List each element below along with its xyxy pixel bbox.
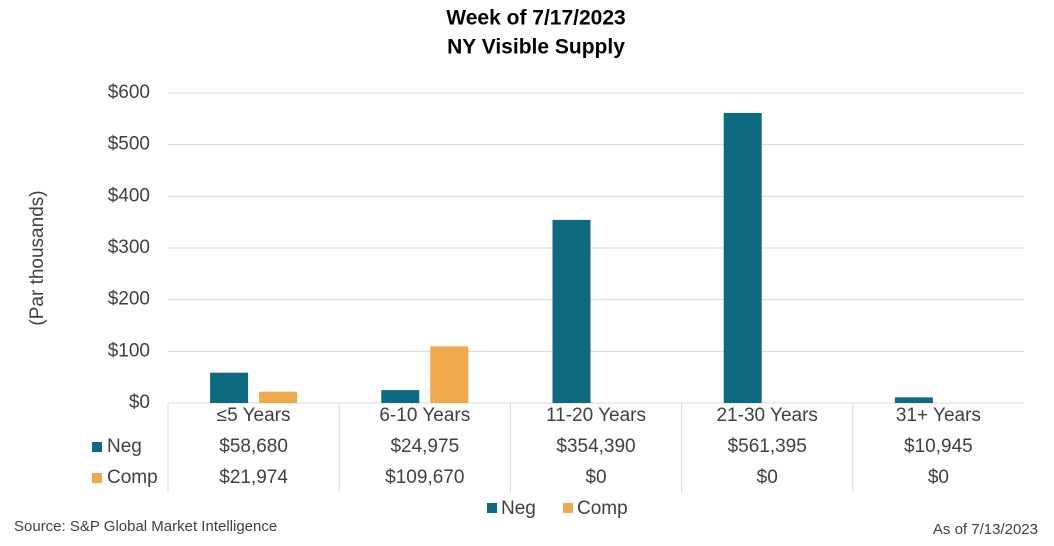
legend-key <box>487 503 497 513</box>
y-tick-label: $400 <box>108 185 150 206</box>
y-tick-label: $100 <box>108 340 150 361</box>
y-tick-label: $500 <box>108 134 150 155</box>
bar <box>894 397 933 403</box>
table-value: $0 <box>585 467 606 488</box>
table-legend-key <box>92 442 102 452</box>
table-value: $21,974 <box>219 467 288 488</box>
table-legend-label: Neg <box>107 436 142 457</box>
legend-label: Neg <box>501 498 536 519</box>
y-tick-label: $0 <box>129 392 150 413</box>
bar <box>723 112 762 403</box>
x-tick-label: 21-30 Years <box>716 405 817 426</box>
x-tick-label: 6-10 Years <box>379 405 470 426</box>
chart-subtitle: NY Visible Supply <box>447 36 625 59</box>
y-tick-label: $200 <box>108 289 150 310</box>
table-value: $561,395 <box>728 436 807 457</box>
x-tick-label: 11-20 Years <box>546 405 646 426</box>
table-value: $354,390 <box>556 436 635 457</box>
y-axis-label: (Par thousands) <box>27 190 48 325</box>
bar <box>552 219 591 403</box>
table-legend-label: Comp <box>107 467 158 488</box>
table-value: $24,975 <box>390 436 459 457</box>
table-value: $10,945 <box>904 436 973 457</box>
legend-label: Comp <box>577 498 628 519</box>
bar <box>259 391 298 403</box>
x-tick-label: 31+ Years <box>896 405 981 426</box>
x-tick-label: ≤5 Years <box>217 405 291 426</box>
table-legend-key <box>92 473 102 483</box>
legend-key <box>563 503 573 513</box>
y-tick-label: $300 <box>108 237 150 258</box>
table-value: $58,680 <box>219 436 288 457</box>
bar <box>381 390 420 403</box>
y-tick-label: $600 <box>108 82 150 103</box>
bar <box>430 346 469 403</box>
table-value: $0 <box>757 467 778 488</box>
bar <box>210 372 249 403</box>
chart-title: Week of 7/17/2023 <box>446 7 625 30</box>
table-value: $0 <box>928 467 949 488</box>
table-value: $109,670 <box>385 467 464 488</box>
source: Source: S&P Global Market Intelligence <box>14 518 277 535</box>
note: As of 7/13/2023 <box>933 521 1038 538</box>
